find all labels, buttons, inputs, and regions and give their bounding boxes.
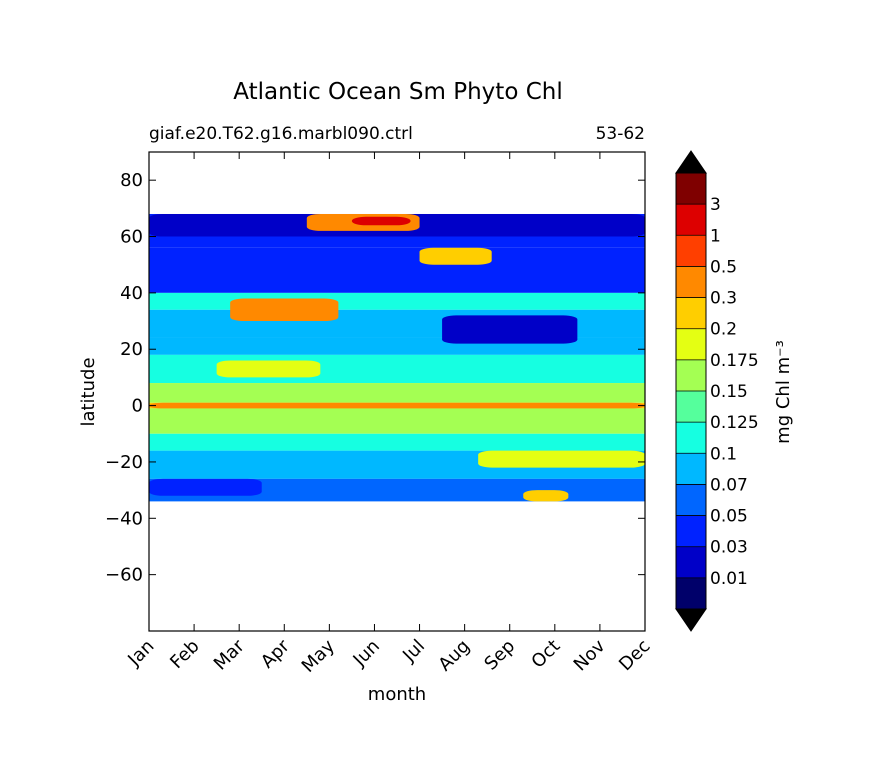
y-axis: 80 60 40 20 0 −20 −40 −60 [105, 170, 645, 586]
x-tick-label: Apr [257, 635, 294, 672]
field-band [149, 292, 645, 310]
field-region [216, 360, 321, 378]
y-tick-label: 0 [132, 396, 143, 417]
field-region [149, 478, 262, 496]
colorbar-swatch [676, 204, 706, 236]
colorbar-extend-max [675, 150, 707, 174]
colorbar-swatch [676, 484, 706, 516]
colorbar-swatch [676, 173, 706, 205]
x-tick-label: Jul [398, 636, 429, 667]
colorbar-tick-label: 0.15 [710, 382, 748, 402]
x-tick-label: Nov [570, 635, 610, 675]
x-tick-label: Feb [166, 636, 203, 673]
colorbar-swatch [676, 577, 706, 609]
colorbar: 0.01 0.03 0.05 0.07 0.1 0.125 0.15 0.175 0.2 0.3 0… [675, 150, 759, 632]
y-tick-label: 20 [120, 339, 143, 360]
chart-subtitle-left: giaf.e20.T62.g16.marbl090.ctrl [149, 124, 413, 144]
colorbar-tick-label: 0.05 [710, 507, 748, 527]
field-region [149, 402, 645, 409]
colorbar-tick-label: 0.5 [710, 257, 737, 277]
colorbar-swatch [676, 391, 706, 423]
colorbar-extend-min [675, 608, 707, 632]
field-region [478, 450, 645, 468]
field-band [149, 408, 645, 434]
colorbar-tick-label: 0.175 [710, 351, 759, 371]
colorbar-tick-label: 0.01 [710, 569, 748, 589]
chart-subtitle-right: 53-62 [596, 124, 645, 144]
colorbar-swatch [676, 546, 706, 578]
chart-title: Atlantic Ocean Sm Phyto Chl [233, 79, 562, 105]
colorbar-tick-label: 0.125 [710, 413, 759, 433]
colorbar-tick-label: 1 [710, 226, 721, 246]
colorbar-swatch [676, 266, 706, 298]
field-band [149, 383, 645, 403]
y-tick-label: −60 [105, 565, 143, 586]
x-axis-label: month [368, 684, 426, 705]
colorbar-tick-label: 0.1 [710, 444, 737, 464]
x-tick-label: Dec [615, 636, 654, 675]
x-tick-label: Aug [434, 636, 474, 676]
x-tick-label: Oct [527, 636, 564, 673]
colorbar-swatch [676, 422, 706, 454]
colorbar-swatch [676, 235, 706, 267]
field-band [149, 247, 645, 293]
y-tick-label: −40 [105, 508, 143, 529]
y-tick-label: 40 [120, 283, 143, 304]
colorbar-tick-label: 0.03 [710, 538, 748, 558]
y-tick-label: 80 [120, 170, 143, 191]
x-tick-label: Jan [123, 636, 158, 671]
y-tick-label: −20 [105, 452, 143, 473]
x-tick-label: Jun [349, 636, 384, 671]
y-tick-label: 60 [120, 227, 143, 248]
x-tick-label: May [298, 635, 339, 676]
colorbar-tick-label: 0.2 [710, 320, 737, 340]
colorbar-tick-label: 3 [710, 195, 721, 215]
colorbar-swatch [676, 453, 706, 485]
field-region [351, 216, 411, 226]
x-tick-label: Mar [210, 635, 249, 674]
colorbar-swatch [676, 328, 706, 360]
chlorophyll-field [149, 213, 645, 502]
plot-frame [148, 151, 646, 632]
plot-area: Jan Feb Mar Apr May Jun Jul Aug Sep Oct Nov Dec 80 6… [105, 151, 655, 677]
x-tick-label: Sep [480, 636, 519, 675]
field-region [523, 490, 569, 502]
colorbar-swatch [676, 297, 706, 329]
field-region [419, 247, 492, 265]
colorbar-label: mg Chl m⁻³ [773, 340, 794, 444]
field-region [442, 315, 578, 344]
colorbar-tick-label: 0.07 [710, 475, 748, 495]
field-region [230, 298, 339, 322]
colorbar-swatch [676, 515, 706, 547]
field-band [149, 478, 645, 502]
field-band [149, 433, 645, 451]
y-axis-label: latitude [78, 357, 99, 426]
colorbar-swatch [676, 359, 706, 391]
colorbar-tick-label: 0.3 [710, 289, 737, 309]
